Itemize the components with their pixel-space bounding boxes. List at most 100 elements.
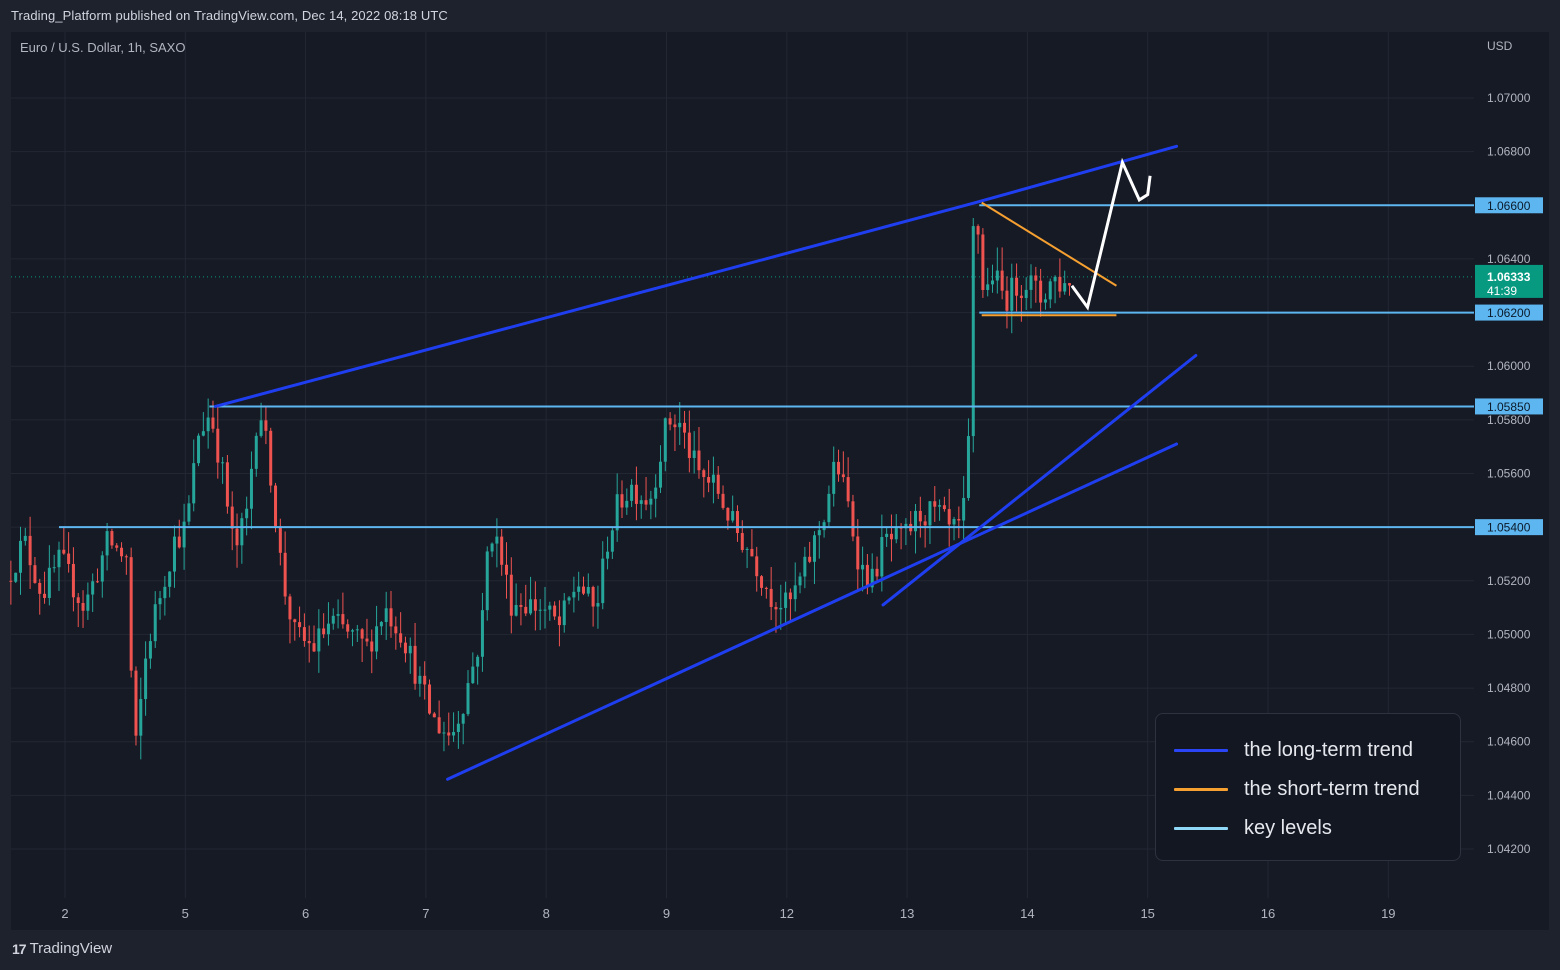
candle bbox=[832, 461, 836, 494]
candle bbox=[14, 572, 18, 582]
candle bbox=[129, 557, 133, 671]
candle bbox=[519, 605, 523, 607]
candle bbox=[471, 666, 475, 684]
candle bbox=[495, 536, 499, 544]
candle bbox=[707, 477, 711, 483]
candle bbox=[957, 518, 961, 521]
candle bbox=[634, 484, 638, 504]
candle bbox=[610, 530, 614, 552]
candle bbox=[683, 422, 687, 433]
candle bbox=[351, 630, 355, 632]
candle bbox=[779, 607, 783, 610]
price-tick-label: 1.04400 bbox=[1487, 788, 1531, 802]
candle bbox=[23, 535, 27, 541]
candle bbox=[144, 658, 148, 700]
candle bbox=[658, 461, 662, 488]
candle bbox=[553, 605, 557, 617]
candle bbox=[827, 493, 831, 523]
candle bbox=[428, 684, 432, 714]
tradingview-logo-text: TradingView bbox=[29, 940, 113, 957]
candle bbox=[148, 641, 152, 659]
candle bbox=[533, 599, 537, 611]
long-term-trend-line bbox=[974, 144, 1179, 205]
candle bbox=[702, 470, 706, 478]
price-tick-label: 1.06800 bbox=[1487, 145, 1531, 159]
candle bbox=[62, 549, 66, 554]
candle bbox=[331, 615, 335, 624]
candle bbox=[1010, 277, 1014, 311]
candle bbox=[620, 494, 624, 508]
candle bbox=[115, 545, 119, 548]
candle bbox=[524, 606, 528, 614]
candle bbox=[168, 571, 172, 587]
candle bbox=[889, 533, 893, 540]
candle bbox=[649, 498, 653, 505]
candle bbox=[269, 430, 273, 486]
key-level-tag bbox=[1475, 197, 1543, 214]
candle bbox=[591, 587, 595, 607]
price-axis: 1.07000 1.06800 1.06600 1.06400 1.06200 1.060… bbox=[1475, 91, 1543, 856]
time-axis: 2 5 6 7 8 9 12 13 14 15 16 19 bbox=[61, 906, 1395, 921]
tradingview-logo[interactable]: 17 TradingView bbox=[12, 940, 112, 957]
candle bbox=[163, 586, 167, 599]
candle bbox=[182, 521, 186, 548]
candle bbox=[1039, 280, 1043, 303]
candle bbox=[360, 629, 364, 639]
legend-label: the short-term trend bbox=[1244, 778, 1420, 800]
candle bbox=[557, 616, 561, 626]
candle bbox=[341, 614, 345, 625]
candle bbox=[687, 432, 691, 458]
candle bbox=[322, 628, 326, 635]
candle bbox=[986, 284, 990, 290]
candle bbox=[981, 234, 985, 290]
price-tick-label: 1.05000 bbox=[1487, 627, 1531, 641]
candle bbox=[923, 521, 927, 526]
price-tick-label: 1.05800 bbox=[1487, 413, 1531, 427]
candle bbox=[476, 656, 480, 667]
candle bbox=[1048, 281, 1052, 300]
candle bbox=[885, 533, 889, 538]
candle bbox=[384, 608, 388, 623]
candle bbox=[230, 506, 234, 529]
candle bbox=[581, 586, 585, 594]
candle bbox=[81, 602, 85, 611]
candle bbox=[1053, 276, 1057, 282]
candle bbox=[601, 558, 605, 604]
candle bbox=[288, 596, 292, 620]
candle bbox=[991, 280, 995, 285]
candle bbox=[1043, 299, 1047, 303]
candle bbox=[379, 622, 383, 627]
candle bbox=[567, 597, 571, 601]
candle bbox=[418, 675, 422, 684]
key-levels bbox=[58, 204, 1474, 529]
candle bbox=[947, 509, 951, 525]
candle bbox=[201, 431, 205, 436]
candle bbox=[389, 608, 393, 627]
candle bbox=[254, 435, 258, 469]
candle bbox=[312, 643, 316, 652]
candle bbox=[240, 518, 244, 546]
candle bbox=[856, 536, 860, 570]
key-level-tag-label: 1.05850 bbox=[1487, 400, 1531, 414]
candle bbox=[485, 551, 489, 611]
candle bbox=[76, 597, 80, 603]
legend-item-key-levels: key levels bbox=[1174, 817, 1332, 840]
candle bbox=[774, 606, 778, 610]
long-term-trend-line bbox=[213, 201, 978, 408]
candle bbox=[817, 530, 821, 536]
candle bbox=[120, 547, 124, 557]
candle bbox=[788, 592, 792, 600]
time-tick-label: 14 bbox=[1020, 906, 1034, 921]
legend-label: the long-term trend bbox=[1244, 739, 1413, 761]
time-tick-label: 9 bbox=[663, 906, 670, 921]
candle bbox=[861, 564, 865, 570]
time-tick-label: 8 bbox=[543, 906, 550, 921]
candle bbox=[336, 614, 340, 616]
candle bbox=[33, 565, 37, 583]
candle bbox=[837, 461, 841, 475]
price-tick-label: 1.07000 bbox=[1487, 91, 1531, 105]
candle bbox=[225, 462, 229, 507]
candle bbox=[461, 714, 465, 724]
candle bbox=[918, 510, 922, 522]
